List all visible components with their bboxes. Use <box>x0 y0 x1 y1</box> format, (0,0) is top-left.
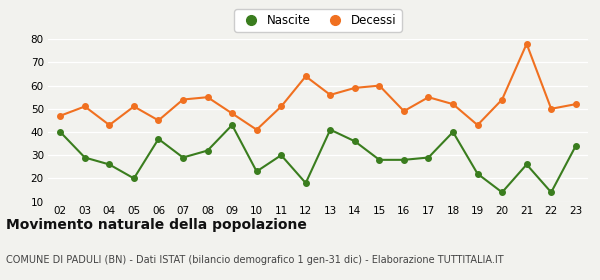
Line: Nascite: Nascite <box>58 122 578 195</box>
Nascite <box>326 128 334 131</box>
Text: COMUNE DI PADULI (BN) - Dati ISTAT (bilancio demografico 1 gen-31 dic) - Elabora: COMUNE DI PADULI (BN) - Dati ISTAT (bila… <box>6 255 503 265</box>
Nascite <box>56 130 64 134</box>
Decessi <box>400 109 407 113</box>
Nascite <box>523 163 530 166</box>
Text: Movimento naturale della popolazione: Movimento naturale della popolazione <box>6 218 307 232</box>
Decessi <box>425 95 432 99</box>
Decessi <box>106 123 113 127</box>
Legend: Nascite, Decessi: Nascite, Decessi <box>234 9 402 32</box>
Decessi <box>56 114 64 117</box>
Nascite <box>425 156 432 159</box>
Nascite <box>548 191 555 194</box>
Nascite <box>572 144 580 148</box>
Nascite <box>229 123 236 127</box>
Nascite <box>253 170 260 173</box>
Decessi <box>204 95 211 99</box>
Decessi <box>130 105 137 108</box>
Decessi <box>548 107 555 111</box>
Decessi <box>376 84 383 87</box>
Nascite <box>106 163 113 166</box>
Nascite <box>376 158 383 162</box>
Decessi <box>572 102 580 106</box>
Decessi <box>523 42 530 46</box>
Nascite <box>179 156 187 159</box>
Nascite <box>81 156 88 159</box>
Nascite <box>449 130 457 134</box>
Decessi <box>474 123 481 127</box>
Nascite <box>351 140 358 143</box>
Decessi <box>155 119 162 122</box>
Decessi <box>351 86 358 90</box>
Decessi <box>81 105 88 108</box>
Decessi <box>179 98 187 101</box>
Nascite <box>278 153 285 157</box>
Decessi <box>302 75 310 78</box>
Nascite <box>130 177 137 180</box>
Decessi <box>229 112 236 115</box>
Line: Decessi: Decessi <box>58 41 578 132</box>
Decessi <box>253 128 260 131</box>
Nascite <box>499 191 506 194</box>
Nascite <box>204 149 211 152</box>
Decessi <box>449 102 457 106</box>
Decessi <box>278 105 285 108</box>
Decessi <box>499 98 506 101</box>
Nascite <box>474 172 481 176</box>
Nascite <box>400 158 407 162</box>
Nascite <box>302 181 310 185</box>
Nascite <box>155 137 162 141</box>
Decessi <box>326 93 334 97</box>
